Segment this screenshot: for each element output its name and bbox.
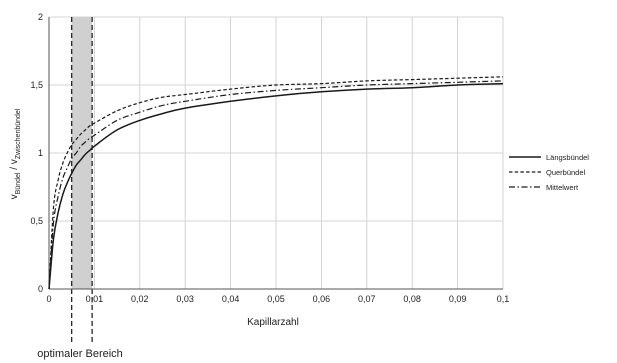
y-axis-label-sub-buendel: Bündel — [15, 172, 22, 194]
series-line — [48, 82, 504, 290]
x-tick-label: 0,03 — [176, 294, 194, 304]
x-tick-label: 0,08 — [403, 294, 421, 304]
series-line — [48, 80, 504, 290]
y-tick-label: 0,5 — [30, 216, 43, 226]
x-tick-label: 0,1 — [497, 294, 510, 304]
x-tick-label: 0,01 — [86, 294, 104, 304]
y-axis-label-sub-zwischenbuendel: Zwischenbündel — [15, 108, 22, 159]
x-tick-label: 0,09 — [449, 294, 467, 304]
y-tick-label: 0 — [38, 284, 43, 294]
tick-labels: 0 0,01 0,02 0,03 0,04 0,05 0,06 0,07 0,08 0,09 0,1… — [30, 12, 509, 304]
axes — [48, 17, 503, 290]
x-tick-label: 0,04 — [222, 294, 240, 304]
x-tick-label: 0,02 — [131, 294, 149, 304]
optimal-region-label: optimaler Bereich — [37, 348, 123, 360]
optimal-region — [71, 17, 93, 342]
series-lines — [48, 76, 504, 290]
x-tick-label: 0,06 — [313, 294, 331, 304]
x-tick-label: 0,05 — [267, 294, 285, 304]
y-tick-label: 1,5 — [30, 80, 43, 90]
legend-label: Querbündel — [546, 168, 586, 177]
y-axis-label-slash: / v — [9, 159, 20, 172]
x-tick-label: 0,07 — [358, 294, 376, 304]
y-axis-label: vBündel / vZwischenbündel — [9, 108, 22, 199]
grid — [49, 16, 504, 289]
legend: Längsbündel Querbündel Mittelwert — [509, 153, 589, 192]
y-tick-label: 2 — [38, 12, 43, 22]
legend-label: Längsbündel — [546, 153, 589, 162]
x-axis-label: Kapillarzahl — [247, 317, 299, 328]
y-axis-label-main: v — [9, 194, 20, 199]
x-tick-label: 0 — [46, 294, 51, 304]
legend-label: Mittelwert — [546, 183, 579, 192]
optimal-region-fill — [71, 17, 93, 289]
y-tick-label: 1 — [38, 148, 43, 158]
